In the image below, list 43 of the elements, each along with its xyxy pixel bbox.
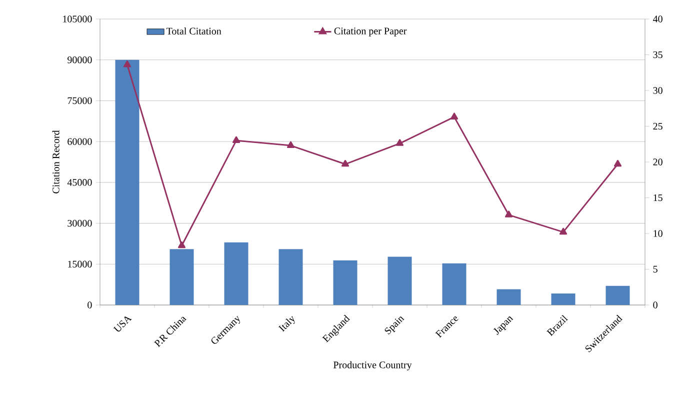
- bar: [224, 242, 248, 305]
- y-tick-label: 15000: [68, 260, 92, 268]
- y2-tick-label: 20: [653, 158, 662, 166]
- point: [396, 139, 404, 146]
- x-tick-label: USA: [113, 316, 132, 332]
- bar: [388, 256, 412, 305]
- point: [450, 112, 458, 120]
- bar: [115, 60, 140, 305]
- x-tick-label: Italy: [278, 316, 295, 332]
- bar: [333, 260, 358, 305]
- y2-tick-label: 15: [654, 194, 662, 202]
- point: [178, 241, 186, 248]
- bar: [442, 263, 466, 305]
- bar: [278, 249, 303, 305]
- point: [504, 210, 513, 218]
- x-axis-title: Productive Country: [333, 361, 412, 370]
- y2-tick-label: 35: [653, 51, 662, 58]
- legend-label: Total Citation: [166, 27, 222, 35]
- y2-tick-label: 0: [653, 302, 658, 308]
- y2-tick-label: 30: [653, 87, 662, 94]
- y2-tick-label: 40: [652, 16, 662, 22]
- y-tick-label: 30000: [68, 220, 92, 227]
- point: [614, 160, 622, 167]
- point: [341, 160, 350, 167]
- y2-tick-label: 10: [654, 230, 662, 237]
- y2-tick-label: 5: [653, 266, 658, 273]
- point: [232, 136, 240, 144]
- y-tick-label: 90000: [68, 56, 92, 64]
- y-tick-label: 105000: [63, 16, 92, 22]
- bar: [551, 294, 576, 305]
- point: [123, 60, 132, 68]
- point: [559, 228, 568, 235]
- y-tick-label: 45000: [67, 179, 92, 186]
- bar: [170, 249, 194, 305]
- y2-tick-label: 25: [653, 122, 662, 130]
- y-tick-label: 0: [88, 302, 92, 308]
- y-axis-title: Citation Record: [52, 130, 60, 194]
- legend-label: Citation per Paper: [334, 28, 407, 36]
- point: [286, 141, 295, 148]
- bar: [496, 289, 521, 305]
- y-tick-label: 60000: [68, 138, 92, 145]
- bar: [606, 286, 630, 305]
- y-tick-label: 75000: [68, 97, 92, 104]
